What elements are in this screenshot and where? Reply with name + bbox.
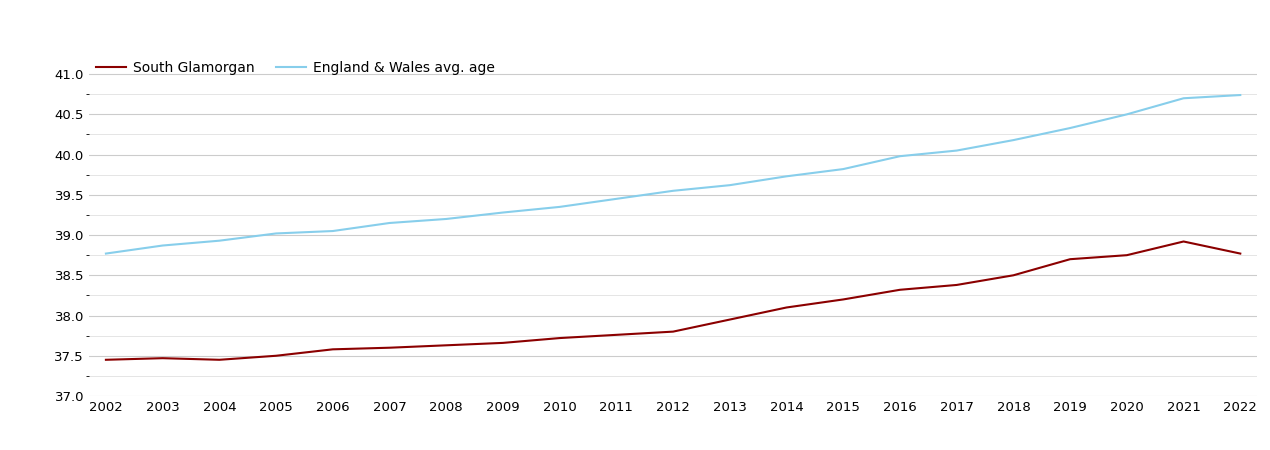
South Glamorgan — [325, 346, 340, 352]
South Glamorgan — [98, 357, 113, 363]
England & Wales avg. age — [949, 148, 964, 153]
England & Wales avg. age — [665, 188, 681, 194]
England & Wales avg. age — [382, 220, 398, 226]
South Glamorgan — [495, 340, 511, 346]
South Glamorgan — [438, 342, 453, 348]
England & Wales avg. age — [325, 228, 340, 234]
South Glamorgan — [608, 332, 624, 338]
South Glamorgan — [665, 329, 681, 334]
South Glamorgan — [1063, 256, 1078, 262]
South Glamorgan — [155, 356, 170, 361]
England & Wales avg. age — [1006, 137, 1021, 143]
England & Wales avg. age — [893, 153, 908, 159]
South Glamorgan — [268, 353, 283, 359]
England & Wales avg. age — [155, 243, 170, 248]
England & Wales avg. age — [552, 204, 568, 210]
England & Wales avg. age — [495, 210, 511, 215]
England & Wales avg. age — [1233, 92, 1248, 98]
South Glamorgan — [836, 297, 851, 302]
South Glamorgan — [1233, 251, 1248, 256]
South Glamorgan — [1176, 239, 1191, 244]
England & Wales avg. age — [1063, 126, 1078, 131]
England & Wales avg. age — [723, 182, 738, 188]
South Glamorgan — [949, 282, 964, 288]
Line: South Glamorgan: South Glamorgan — [105, 242, 1241, 360]
South Glamorgan — [382, 345, 398, 351]
South Glamorgan — [1006, 273, 1021, 278]
England & Wales avg. age — [438, 216, 453, 222]
Line: England & Wales avg. age: England & Wales avg. age — [105, 95, 1241, 253]
South Glamorgan — [893, 287, 908, 292]
South Glamorgan — [1119, 252, 1134, 258]
England & Wales avg. age — [836, 166, 851, 172]
England & Wales avg. age — [212, 238, 227, 243]
England & Wales avg. age — [608, 196, 624, 202]
England & Wales avg. age — [1119, 112, 1134, 117]
Legend: South Glamorgan, England & Wales avg. age: South Glamorgan, England & Wales avg. ag… — [95, 61, 495, 75]
England & Wales avg. age — [1176, 95, 1191, 101]
South Glamorgan — [212, 357, 227, 363]
England & Wales avg. age — [98, 251, 113, 256]
England & Wales avg. age — [268, 231, 283, 236]
South Glamorgan — [552, 335, 568, 341]
South Glamorgan — [723, 317, 738, 322]
South Glamorgan — [779, 305, 794, 310]
England & Wales avg. age — [779, 174, 794, 179]
